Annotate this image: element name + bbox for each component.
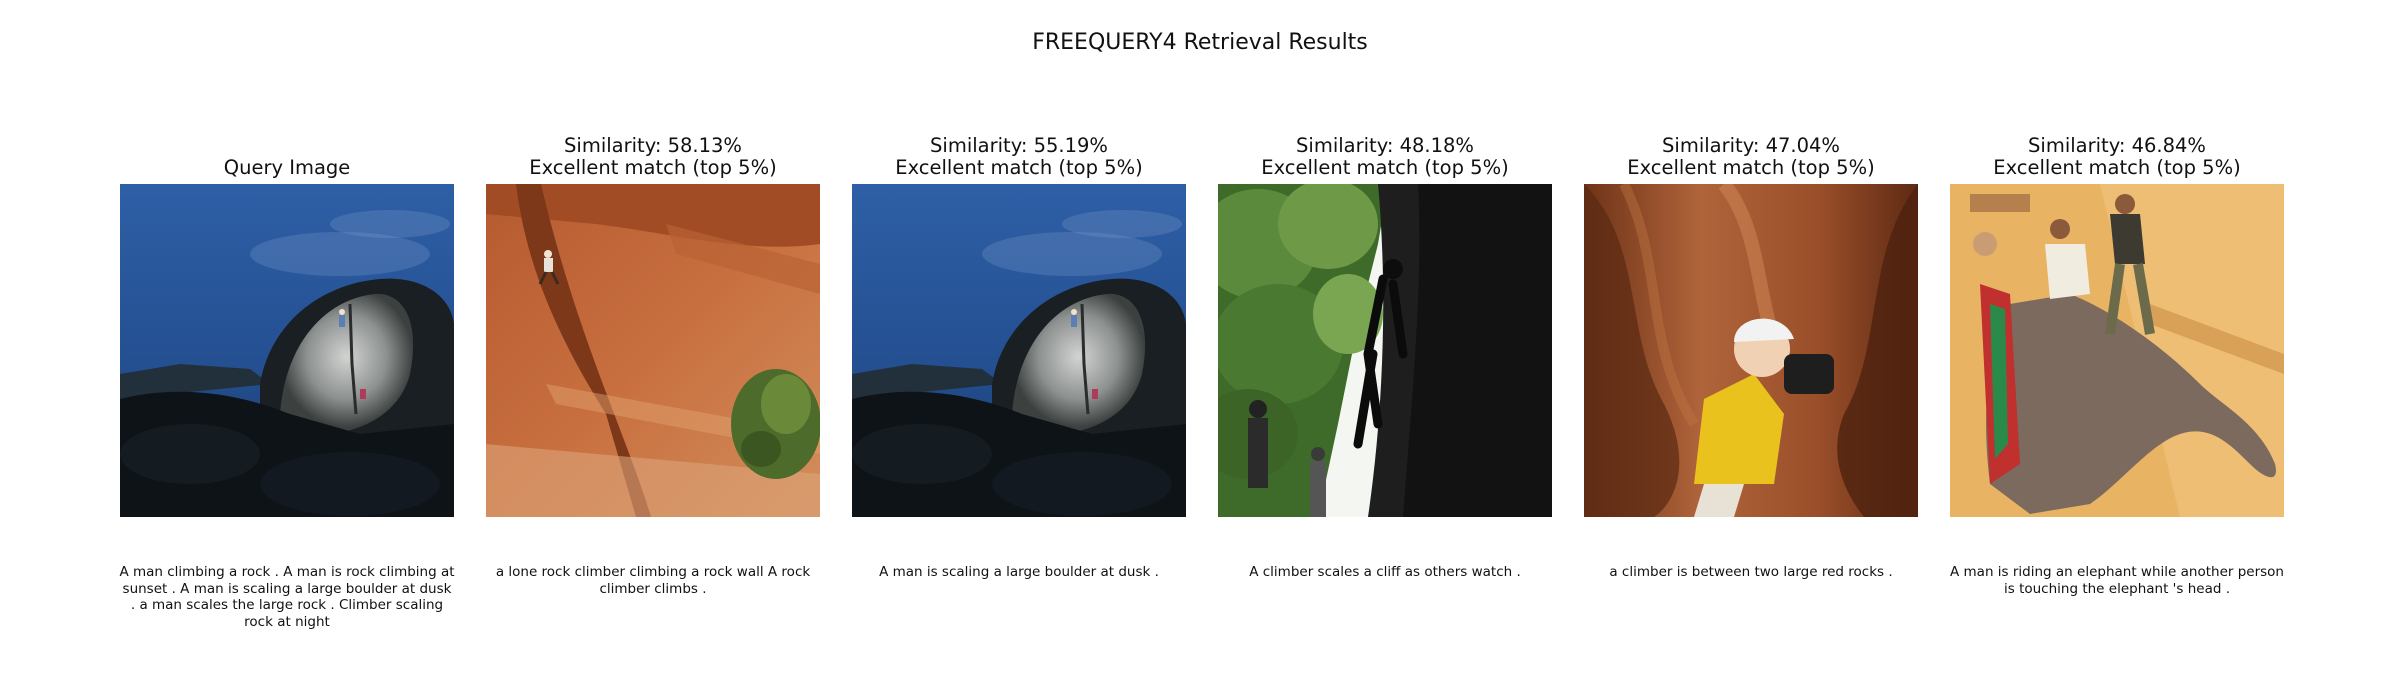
- result-image: [1218, 184, 1552, 517]
- result-panel: Similarity: 48.18% Excellent match (top …: [1200, 0, 1570, 700]
- caption-line: a climber is between two large red rocks…: [1609, 564, 1893, 580]
- panel-title: Query Image: [102, 157, 472, 179]
- panel-title: Similarity: 46.84% Excellent match (top …: [1932, 135, 2302, 179]
- match-quality-label: Excellent match (top 5%): [1261, 156, 1509, 179]
- result-image: [486, 184, 820, 517]
- panel-caption: a climber is between two large red rocks…: [1566, 564, 1936, 581]
- query-image: [120, 184, 454, 517]
- panel-caption: A man climbing a rock . A man is rock cl…: [102, 564, 472, 630]
- figure-title: FREEQUERY4 Retrieval Results: [1032, 30, 1368, 55]
- result-panel: Similarity: 46.84% Excellent match (top …: [1932, 0, 2302, 700]
- panel-caption: A climber scales a cliff as others watch…: [1200, 564, 1570, 581]
- result-image: [1584, 184, 1918, 517]
- match-quality-label: Excellent match (top 5%): [1627, 156, 1875, 179]
- result-panel: Similarity: 55.19% Excellent match (top …: [834, 0, 1204, 700]
- panel-title: Similarity: 55.19% Excellent match (top …: [834, 135, 1204, 179]
- similarity-label: Similarity: 58.13%: [564, 134, 742, 157]
- match-quality-label: Excellent match (top 5%): [529, 156, 777, 179]
- panel-caption: a lone rock climber climbing a rock wall…: [468, 564, 838, 597]
- similarity-label: Similarity: 47.04%: [1662, 134, 1840, 157]
- caption-line: A man climbing a rock . A man is rock cl…: [119, 564, 455, 580]
- caption-line: rock at night: [244, 613, 330, 630]
- caption-line: sunset . A man is scaling a large boulde…: [122, 580, 452, 597]
- caption-line: is touching the elephant 's head .: [2004, 580, 2230, 597]
- result-panel: Similarity: 58.13% Excellent match (top …: [468, 0, 838, 700]
- result-panel: Similarity: 47.04% Excellent match (top …: [1566, 0, 1936, 700]
- panel-title: Similarity: 58.13% Excellent match (top …: [468, 135, 838, 179]
- result-image: [1950, 184, 2284, 517]
- match-quality-label: Excellent match (top 5%): [1993, 156, 2241, 179]
- panel-caption: A man is scaling a large boulder at dusk…: [834, 564, 1204, 581]
- match-quality-label: Excellent match (top 5%): [895, 156, 1143, 179]
- panel-title: Similarity: 47.04% Excellent match (top …: [1566, 135, 1936, 179]
- result-image: [852, 184, 1186, 517]
- panel-title-line: Query Image: [223, 156, 351, 179]
- caption-line: climber climbs .: [599, 580, 707, 597]
- panel-caption: A man is riding an elephant while anothe…: [1932, 564, 2302, 597]
- caption-line: a lone rock climber climbing a rock wall…: [495, 564, 811, 580]
- similarity-label: Similarity: 48.18%: [1296, 134, 1474, 157]
- caption-line: A climber scales a cliff as others watch…: [1249, 564, 1521, 580]
- caption-line: . a man scales the large rock . Climber …: [130, 597, 444, 613]
- query-panel: Query Image: [102, 0, 472, 700]
- caption-line: A man is scaling a large boulder at dusk…: [879, 564, 1159, 580]
- panel-title: Similarity: 48.18% Excellent match (top …: [1200, 135, 1570, 179]
- similarity-label: Similarity: 46.84%: [2028, 134, 2206, 157]
- caption-line: A man is riding an elephant while anothe…: [1950, 564, 2284, 580]
- similarity-label: Similarity: 55.19%: [930, 134, 1108, 157]
